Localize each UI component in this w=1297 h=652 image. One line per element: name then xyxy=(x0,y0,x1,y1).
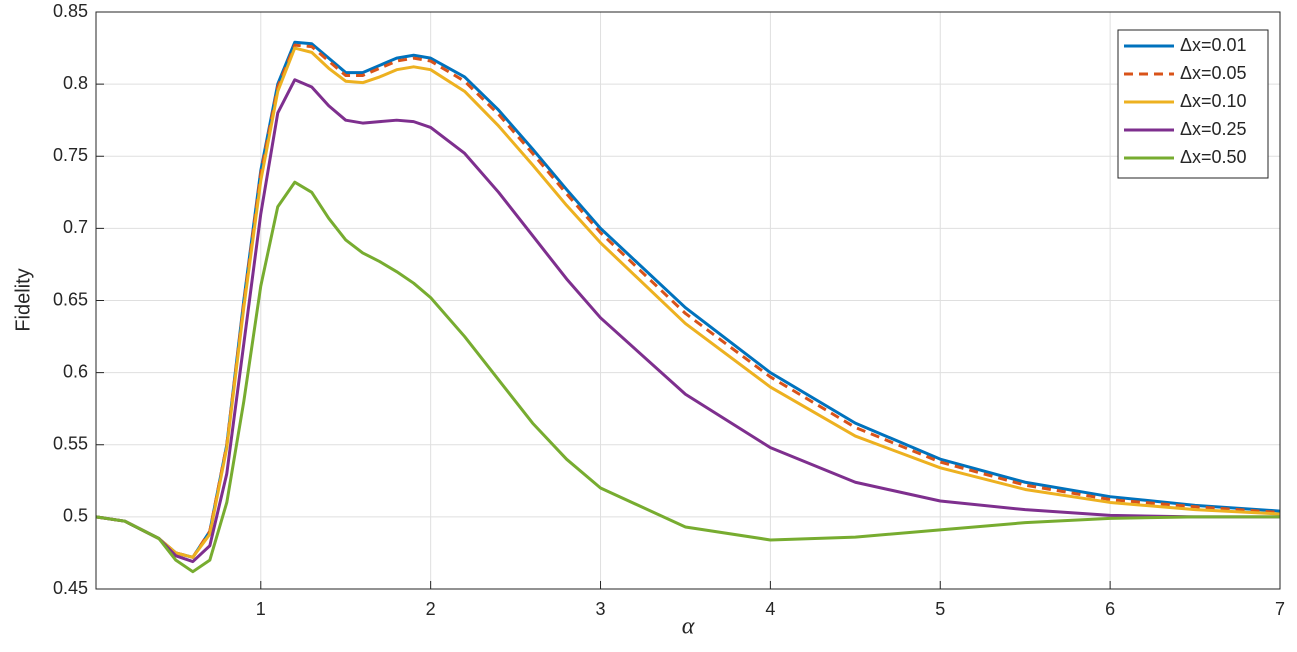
x-tick-label: 4 xyxy=(765,599,775,619)
legend-label: Δx=0.10 xyxy=(1180,91,1247,111)
y-tick-label: 0.6 xyxy=(63,361,88,381)
y-tick-label: 0.65 xyxy=(53,289,88,309)
y-axis-label: Fidelity xyxy=(12,268,34,331)
x-tick-label: 7 xyxy=(1275,599,1285,619)
line-series xyxy=(95,180,1280,574)
legend-label: Δx=0.05 xyxy=(1180,63,1247,83)
x-tick-label: 5 xyxy=(935,599,945,619)
y-tick-label: 0.7 xyxy=(63,217,88,237)
y-tick-label: 0.55 xyxy=(53,434,88,454)
legend-label: Δx=0.01 xyxy=(1180,35,1247,55)
line-series xyxy=(95,78,1280,564)
y-tick-label: 0.5 xyxy=(63,506,88,526)
y-tick-label: 0.45 xyxy=(53,578,88,598)
legend-box xyxy=(1117,29,1269,179)
x-tick-label: 3 xyxy=(596,599,606,619)
y-tick-label: 0.75 xyxy=(53,145,88,165)
x-tick-label: 6 xyxy=(1105,599,1115,619)
x-axis-label: α xyxy=(682,614,695,640)
legend-label: Δx=0.25 xyxy=(1180,119,1247,139)
legend-label: Δx=0.50 xyxy=(1180,147,1247,167)
plot-frame xyxy=(95,11,1281,590)
x-tick-label: 2 xyxy=(426,599,436,619)
y-tick-label: 0.8 xyxy=(63,73,88,93)
line-series xyxy=(95,46,1281,559)
y-tick-label: 0.85 xyxy=(53,1,88,21)
x-tick-label: 1 xyxy=(256,599,266,619)
